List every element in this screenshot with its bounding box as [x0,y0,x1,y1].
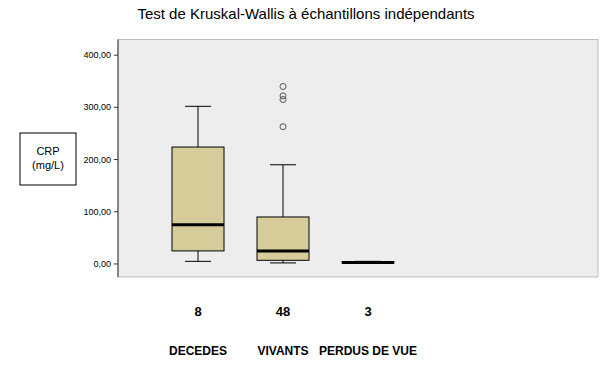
whisker-cap-upper [270,164,296,165]
box [342,262,394,263]
outlier [280,93,286,99]
y-tick-label: 200,00 [83,155,111,165]
count-label: 3 [364,304,371,319]
outlier [280,124,286,130]
y-label-line: (mg/L) [32,159,64,171]
y-tick [114,55,118,56]
box [172,147,224,251]
y-tick [114,263,118,264]
y-label-box [20,133,76,185]
plot-area [118,40,598,278]
chart: Test de Kruskal-Wallis à échantillons in… [0,0,612,383]
y-label: CRP (mg/L) [32,145,64,171]
marks [172,83,394,263]
title: Test de Kruskal-Wallis à échantillons in… [137,5,474,22]
y-tick [114,159,118,160]
category-label: PERDUS DE VUE [319,344,417,358]
whisker-cap-lower [185,261,211,262]
y-tick-label: 100,00 [83,207,111,217]
whisker-lower [198,251,199,261]
whisker-upper [283,165,284,217]
median [342,261,394,264]
count-label: 48 [276,304,290,319]
whisker-cap-lower [270,262,296,263]
category-label: DECEDES [169,344,227,358]
outlier [280,83,286,89]
y-tick [114,211,118,212]
y-tick-label: 300,00 [83,102,111,112]
whisker-cap-upper [185,106,211,107]
y-tick [114,107,118,108]
box [257,217,309,260]
count-label: 8 [194,304,201,319]
y-label-line: CRP [36,145,59,157]
median [257,249,309,252]
median [172,223,224,226]
y-tick-label: 0,00 [93,259,111,269]
y-axis [118,40,119,278]
category-label: VIVANTS [257,344,308,358]
y-tick-label: 400,00 [83,50,111,60]
whisker-upper [198,106,199,147]
